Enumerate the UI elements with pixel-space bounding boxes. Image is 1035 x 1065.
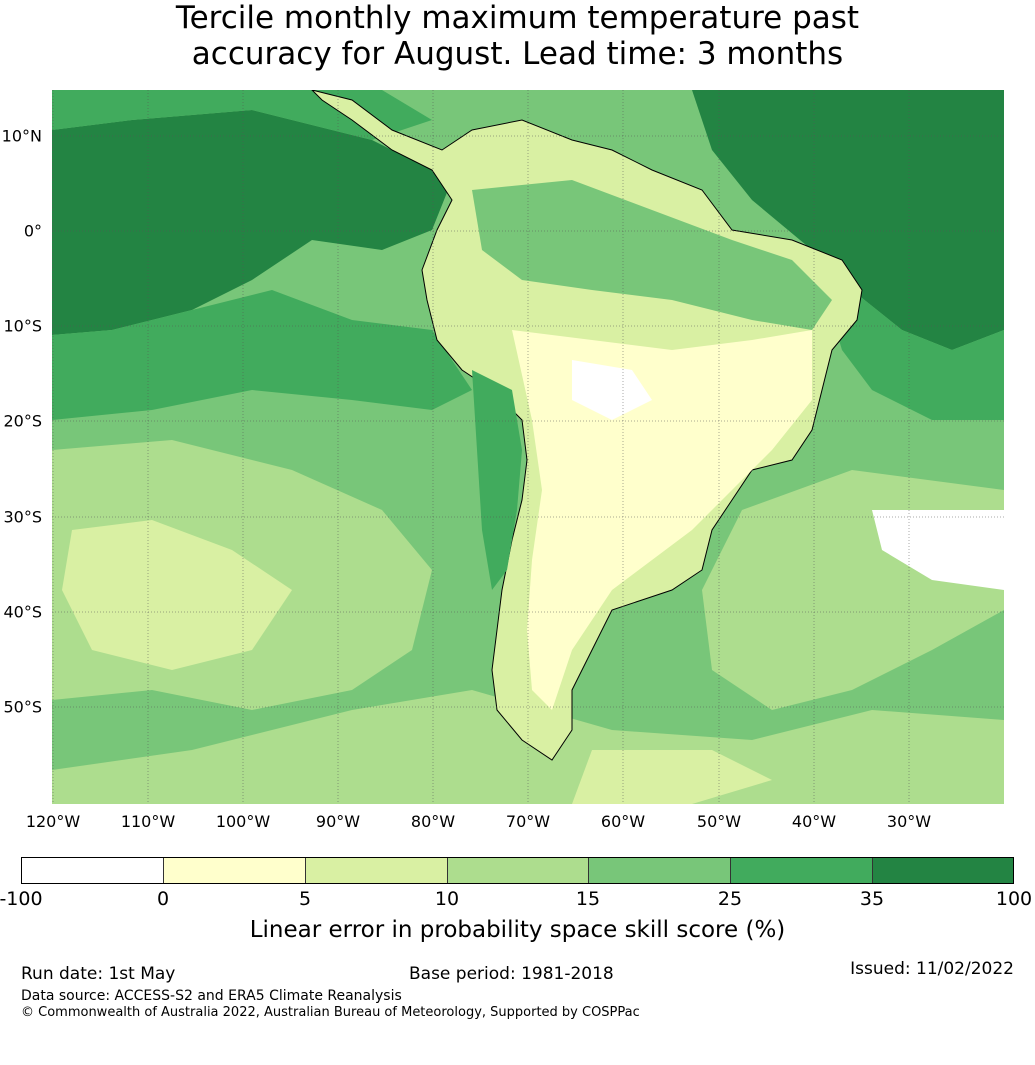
lon-label-100w: 100°W xyxy=(215,812,271,831)
lat-label-40s: 40°S xyxy=(3,602,42,622)
map-title: Tercile monthly maximum temperature past… xyxy=(0,0,1035,72)
title-line-2: accuracy for August. Lead time: 3 months xyxy=(191,36,844,72)
lat-label-50s: 50°S xyxy=(3,697,42,717)
issued-date: Issued: 11/02/2022 xyxy=(850,959,1014,979)
colorbar-tick-25: 25 xyxy=(717,888,743,910)
lat-label-20s: 20°S xyxy=(3,411,42,431)
lon-label-90w: 90°W xyxy=(315,812,361,831)
colorbar-tick-neg100: -100 xyxy=(0,888,43,910)
colorbar-segment-5-10 xyxy=(306,858,448,883)
colorbar-segment-35-100 xyxy=(873,858,1013,883)
land-zone-green-amazon xyxy=(472,180,832,330)
map-gridlines xyxy=(52,90,1004,804)
ocean-zone-south-pacific-pale xyxy=(62,520,292,670)
colorbar-segment-0-5 xyxy=(164,858,306,883)
lat-label-10s: 10°S xyxy=(3,316,42,336)
colorbar-tick-35: 35 xyxy=(859,888,885,910)
lat-label-10n: 10°N xyxy=(1,126,42,146)
ocean-zone-atlantic-east xyxy=(812,250,1004,420)
land-zone-andes-green xyxy=(472,370,522,590)
colorbar-tick-5: 5 xyxy=(298,888,312,910)
colorbar-tick-10: 10 xyxy=(434,888,460,910)
lon-label-30w: 30°W xyxy=(886,812,932,831)
colorbar-segment-neg100-0 xyxy=(22,858,164,883)
lon-label-80w: 80°W xyxy=(410,812,456,831)
copyright-notice: © Commonwealth of Australia 2022, Austra… xyxy=(21,1005,640,1020)
base-period: Base period: 1981-2018 xyxy=(409,964,614,984)
skill-score-map xyxy=(52,90,1004,804)
colorbar xyxy=(21,857,1014,884)
ocean-zone-mid-pacific xyxy=(52,290,472,420)
colorbar-segment-15-25 xyxy=(589,858,731,883)
ocean-zone-southeast-pale xyxy=(572,750,772,804)
lon-label-60w: 60°W xyxy=(600,812,646,831)
lon-label-110w: 110°W xyxy=(120,812,176,831)
run-date: Run date: 1st May xyxy=(21,964,176,984)
land-zone-white-patch xyxy=(572,360,652,420)
colorbar-label: Linear error in probability space skill … xyxy=(249,917,786,943)
data-source: Data source: ACCESS-S2 and ERA5 Climate … xyxy=(21,988,402,1004)
lon-label-120w: 120°W xyxy=(25,812,81,831)
ocean-zone-high-skill-pacific xyxy=(52,110,452,335)
lon-label-70w: 70°W xyxy=(505,812,551,831)
colorbar-segment-25-35 xyxy=(731,858,873,883)
title-line-1: Tercile monthly maximum temperature past xyxy=(175,0,860,36)
land-zone-pale-interior xyxy=(512,330,812,710)
lat-label-30s: 30°S xyxy=(3,507,42,527)
ocean-zone-high-skill-atlantic xyxy=(692,90,1004,350)
lon-label-50w: 50°W xyxy=(696,812,742,831)
colorbar-tick-100: 100 xyxy=(995,888,1033,910)
ocean-zone-south-atlantic-pale xyxy=(872,510,1004,590)
colorbar-tick-0: 0 xyxy=(156,888,170,910)
colorbar-tick-15: 15 xyxy=(575,888,601,910)
colorbar-segment-10-15 xyxy=(448,858,589,883)
lon-label-40w: 40°W xyxy=(791,812,837,831)
lat-label-0: 0° xyxy=(23,221,42,241)
